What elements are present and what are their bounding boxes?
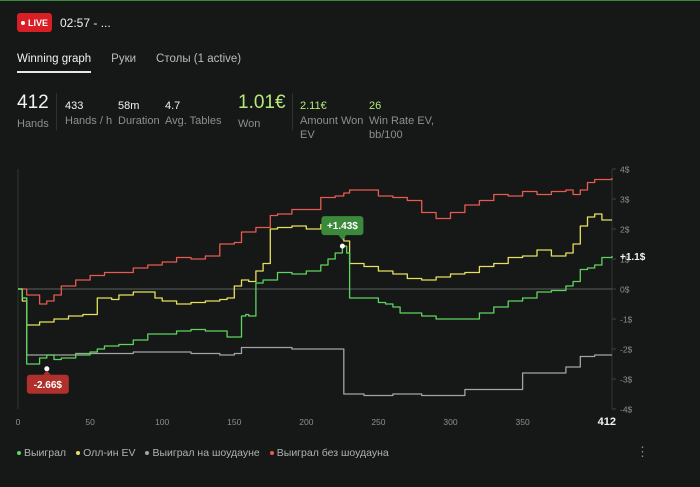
live-badge: LIVE xyxy=(17,13,52,32)
stat-won-label: Won xyxy=(238,118,261,130)
stat-win-rate-ev-label-2: bb/100 xyxy=(369,129,403,141)
stat-duration-label: Duration xyxy=(118,115,160,127)
legend-item-showdown[interactable]: Выиграл на шоудауне xyxy=(145,447,260,459)
stat-won-value: 1.01€ xyxy=(238,92,286,113)
y-tick-label: 2$ xyxy=(620,225,630,235)
min-point-marker xyxy=(44,366,50,372)
tab-winning-graph[interactable]: Winning graph xyxy=(17,53,92,73)
series-line xyxy=(18,213,612,326)
stat-duration-value: 58m xyxy=(118,100,140,112)
live-label: LIVE xyxy=(27,17,48,28)
min-callout-pointer xyxy=(42,370,51,375)
max-callout-box xyxy=(321,216,364,236)
y-tick-label: 0$ xyxy=(620,285,630,295)
x-tick-label: 50 xyxy=(85,417,95,427)
y-tick-label: -3$ xyxy=(620,375,633,385)
stat-amount-won-ev-label: Amount Won xyxy=(300,115,364,127)
min-callout-box xyxy=(26,374,69,394)
stats-divider xyxy=(56,93,57,130)
y-tick-label: 3$ xyxy=(620,195,630,205)
y-tick-label: 4$ xyxy=(620,165,630,175)
stat-amount-won-ev-value: 2.11€ xyxy=(300,100,327,112)
tab-tables[interactable]: Столы (1 active) xyxy=(156,53,242,65)
chart-legend: Выиграл Олл-ин EV Выиграл на шоудауне Вы… xyxy=(17,447,389,459)
stat-won: 1.01€ Won xyxy=(238,92,286,131)
legend-dot-icon xyxy=(269,451,274,455)
x-tick-label: 150 xyxy=(227,417,241,427)
stat-hands-label: Hands xyxy=(17,118,49,130)
stat-win-rate-ev: 26 Win Rate EV, bb/100 xyxy=(369,100,434,142)
stat-duration: 58m Duration xyxy=(118,100,160,128)
stat-hands: 412 Hands xyxy=(17,92,49,131)
x-tick-label: 200 xyxy=(299,417,313,427)
stat-amount-won-ev: 2.11€ Amount Won EV xyxy=(300,100,363,142)
y-tick-label: -2$ xyxy=(620,345,633,355)
winning-graph-chart[interactable]: 4$ 3$ 2$ 1$ 0$ -1$ -2$ -3$ -4$ 0 50 100 150 200 250 300… xyxy=(0,151,700,441)
max-callout-pointer xyxy=(338,235,347,241)
legend-item-won[interactable]: Выиграл xyxy=(17,447,66,459)
stat-hands-per-hour-label: Hands / h xyxy=(65,115,113,127)
x-tick-label: 250 xyxy=(371,417,385,427)
legend-dot-icon xyxy=(17,451,21,455)
stats-divider xyxy=(292,93,293,130)
x-end-label: 412 xyxy=(598,416,616,428)
x-tick-label: 350 xyxy=(516,417,530,427)
x-tick-label: 100 xyxy=(155,417,169,427)
legend-dot-icon xyxy=(145,451,150,455)
legend-label: Выиграл xyxy=(24,447,67,459)
stat-win-rate-ev-label: Win Rate EV, xyxy=(369,115,435,127)
y-tick-label: -4$ xyxy=(620,405,633,415)
stat-hands-per-hour: 433 Hands / h xyxy=(65,100,112,128)
live-dot-icon xyxy=(20,20,25,25)
max-callout-label: +1.43$ xyxy=(327,221,358,232)
x-tick-label: 0 xyxy=(16,417,21,427)
tab-hands[interactable]: Руки xyxy=(111,53,137,65)
legend-label: Олл-ин EV xyxy=(83,447,136,459)
stat-avg-tables-value: 4.7 xyxy=(165,100,181,112)
legend-label: Выиграл на шоудауне xyxy=(152,447,260,459)
series-line xyxy=(18,178,613,305)
legend-label: Выиграл без шоудауна xyxy=(276,447,389,459)
max-point-marker xyxy=(339,243,345,249)
x-tick-label: 300 xyxy=(443,417,457,427)
stat-avg-tables: 4.7 Avg. Tables xyxy=(165,100,221,128)
stat-amount-won-ev-label-2: EV xyxy=(300,129,315,141)
stat-win-rate-ev-value: 26 xyxy=(369,100,382,112)
stat-hands-value: 412 xyxy=(17,92,49,113)
min-callout-label: -2.66$ xyxy=(34,380,63,391)
stat-avg-tables-label: Avg. Tables xyxy=(165,115,222,127)
legend-dot-icon xyxy=(76,451,81,455)
more-vertical-icon[interactable]: ⋮ xyxy=(636,444,649,459)
y-tick-label: -1$ xyxy=(620,315,633,325)
series-line xyxy=(18,288,612,397)
end-value-label: +1.1$ xyxy=(620,252,646,263)
series-line xyxy=(18,245,613,365)
session-title[interactable]: 02:57 - ... xyxy=(60,16,111,30)
y-tick-label: 1$ xyxy=(620,255,630,265)
tab-bar: Winning graph Руки Столы (1 active) xyxy=(17,53,241,73)
legend-item-non-showdown[interactable]: Выиграл без шоудауна xyxy=(269,447,389,459)
stat-hands-per-hour-value: 433 xyxy=(65,100,84,112)
legend-item-allin-ev[interactable]: Олл-ин EV xyxy=(76,447,135,459)
